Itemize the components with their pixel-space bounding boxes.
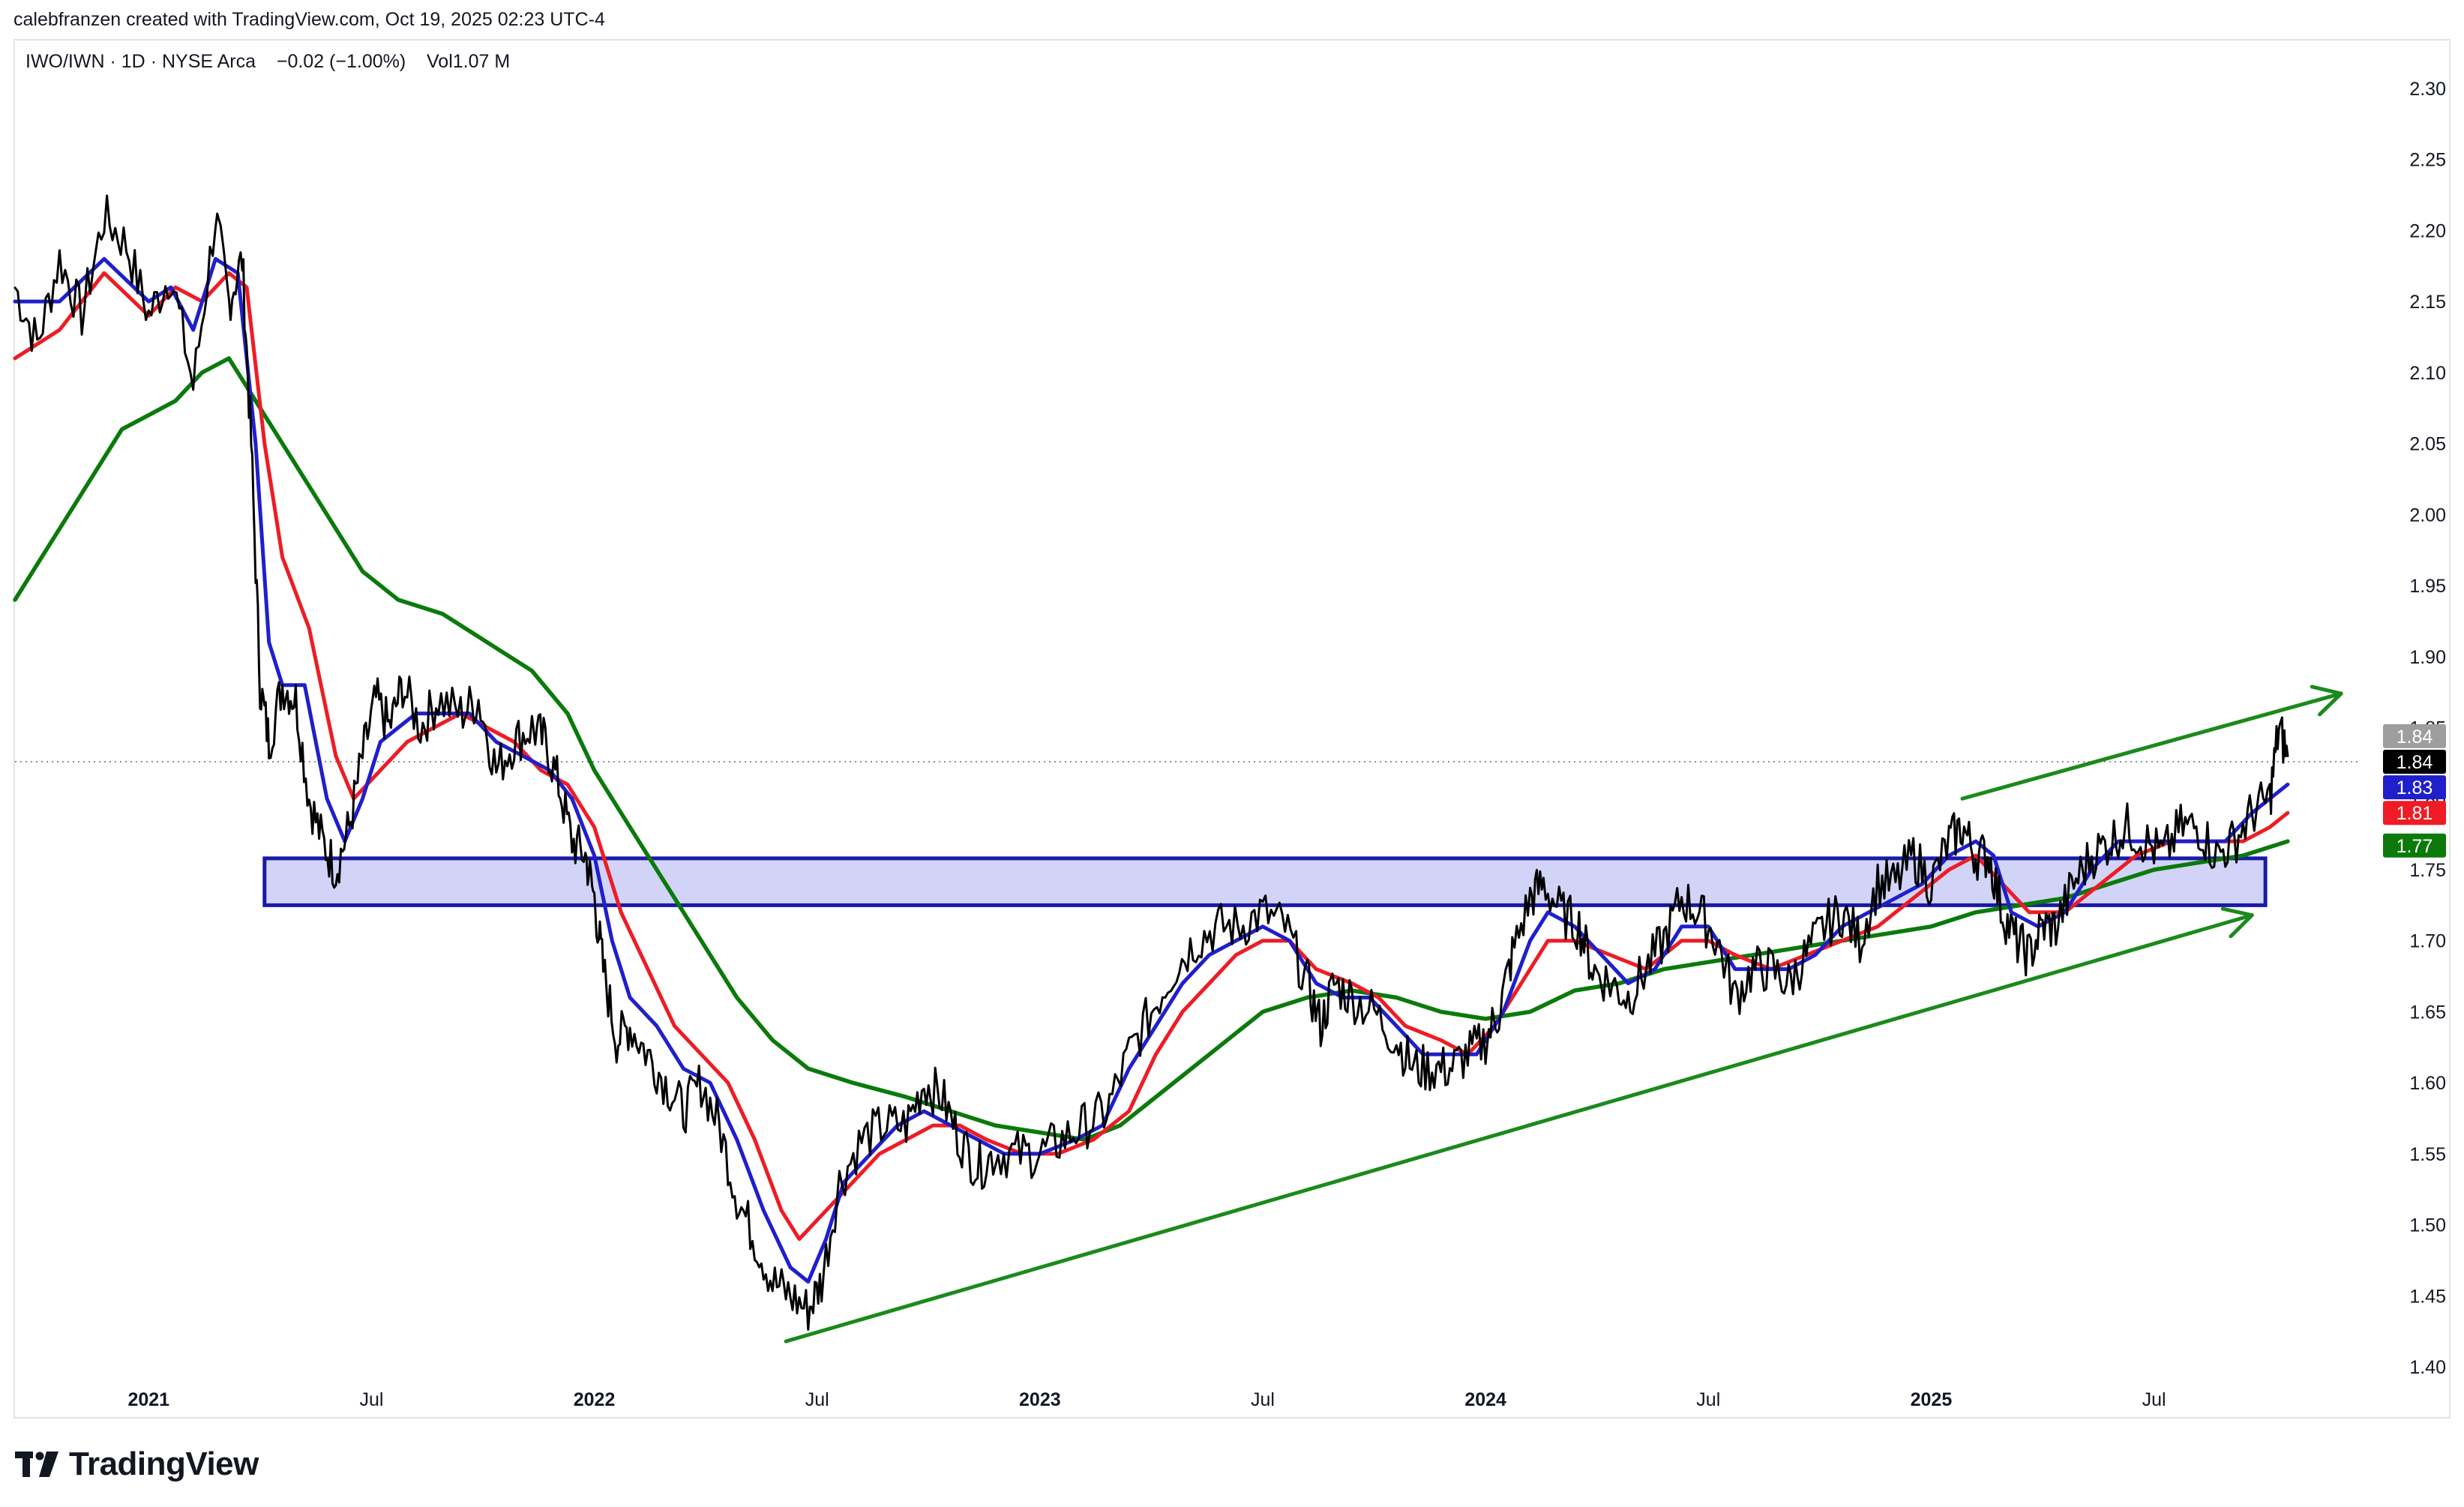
series-layer bbox=[13, 194, 2290, 1331]
x-tick-label: Jul bbox=[805, 1389, 829, 1410]
x-tick-label: 2021 bbox=[127, 1389, 169, 1410]
price-tag-label: 1.84 bbox=[2397, 752, 2433, 773]
symbol-ticker[interactable]: IWO/IWN bbox=[25, 51, 105, 72]
lower-trendline[interactable] bbox=[784, 913, 2254, 1344]
x-tick-label: Jul bbox=[1251, 1389, 1275, 1410]
upper-trendline-arrowhead bbox=[2310, 685, 2343, 717]
lower-trendline-arrowhead bbox=[2220, 906, 2254, 939]
price-tag-label: 1.83 bbox=[2397, 777, 2433, 798]
x-tick-label: 2024 bbox=[1464, 1389, 1506, 1410]
x-tick-label: Jul bbox=[2142, 1389, 2166, 1410]
tradingview-logo[interactable]: TradingView bbox=[15, 1446, 259, 1483]
series-ema-fast[interactable] bbox=[13, 256, 2290, 1284]
price-tag-prev-close: 1.84 bbox=[2383, 724, 2446, 748]
x-tick-label: Jul bbox=[1696, 1389, 1720, 1410]
y-tick-label: 1.40 bbox=[2409, 1357, 2446, 1378]
tradingview-logo-icon bbox=[15, 1452, 58, 1477]
price-tag-label: 1.77 bbox=[2397, 836, 2433, 857]
separator: · bbox=[150, 51, 162, 72]
y-tick-label: 2.10 bbox=[2409, 363, 2446, 384]
x-tick-label: Jul bbox=[359, 1389, 383, 1410]
y-axis[interactable]: 1.401.451.501.551.601.651.701.751.801.85… bbox=[2409, 79, 2446, 1378]
series-ema-mid[interactable] bbox=[13, 271, 2290, 1242]
price-tag-bg bbox=[2383, 833, 2446, 858]
symbol-interval[interactable]: 1D bbox=[121, 51, 145, 72]
y-tick-label: 1.55 bbox=[2409, 1144, 2446, 1165]
separator: · bbox=[109, 51, 121, 72]
y-tick-label: 2.20 bbox=[2409, 220, 2446, 241]
trendline-layer bbox=[784, 685, 2343, 1344]
price-tag-ema-fast: 1.83 bbox=[2383, 775, 2446, 800]
symbol-legend: IWO/IWN · 1D · NYSE Arca −0.02 (−1.00%) … bbox=[25, 51, 510, 73]
y-tick-label: 1.95 bbox=[2409, 576, 2446, 597]
price-tag-bg bbox=[2383, 801, 2446, 825]
price-tag-ema-slow: 1.77 bbox=[2383, 833, 2446, 858]
y-tick-label: 1.45 bbox=[2409, 1286, 2446, 1307]
upper-trendline[interactable] bbox=[1960, 691, 2343, 801]
price-tag-label: 1.84 bbox=[2397, 727, 2433, 748]
y-tick-label: 2.00 bbox=[2409, 505, 2446, 526]
x-tick-label: 2022 bbox=[574, 1389, 616, 1410]
y-tick-label: 1.60 bbox=[2409, 1073, 2446, 1094]
price-tag-bg bbox=[2383, 750, 2446, 774]
y-tick-label: 2.30 bbox=[2409, 79, 2446, 100]
price-tag-label: 1.81 bbox=[2397, 803, 2433, 824]
y-tick-label: 1.70 bbox=[2409, 931, 2446, 952]
chart-frame bbox=[13, 39, 2451, 1419]
x-tick-label: 2023 bbox=[1019, 1389, 1061, 1410]
y-tick-label: 1.75 bbox=[2409, 860, 2446, 881]
series-ema-slow[interactable] bbox=[13, 356, 2290, 1142]
y-tick-label: 2.05 bbox=[2409, 434, 2446, 455]
series-price[interactable] bbox=[13, 194, 2289, 1331]
x-tick-label: 2025 bbox=[1911, 1389, 1953, 1410]
y-tick-label: 1.50 bbox=[2409, 1215, 2446, 1236]
logo-wordmark: TradingView bbox=[69, 1446, 259, 1482]
price-tag-last-price: 1.84 bbox=[2383, 750, 2446, 774]
price-tags: 1.84 1.84 1.83 1.81 1.77 bbox=[2383, 724, 2446, 858]
header-credit: calebfranzen created with TradingView.co… bbox=[13, 9, 605, 30]
price-tag-bg bbox=[2383, 724, 2446, 748]
symbol-volume: Vol1.07 M bbox=[427, 51, 511, 72]
symbol-exchange: NYSE Arca bbox=[161, 51, 256, 72]
price-tag-ema-mid: 1.81 bbox=[2383, 801, 2446, 825]
y-tick-label: 1.65 bbox=[2409, 1002, 2446, 1023]
symbol-change: −0.02 (−1.00%) bbox=[276, 51, 406, 72]
y-tick-label: 2.25 bbox=[2409, 150, 2446, 171]
x-axis[interactable]: 2021 Jul 2022 Jul 2023 Jul 2024 Jul 2025 Jul bbox=[127, 1389, 2166, 1410]
price-tag-bg bbox=[2383, 775, 2446, 800]
y-tick-label: 2.15 bbox=[2409, 292, 2446, 313]
y-tick-label: 1.90 bbox=[2409, 647, 2446, 668]
